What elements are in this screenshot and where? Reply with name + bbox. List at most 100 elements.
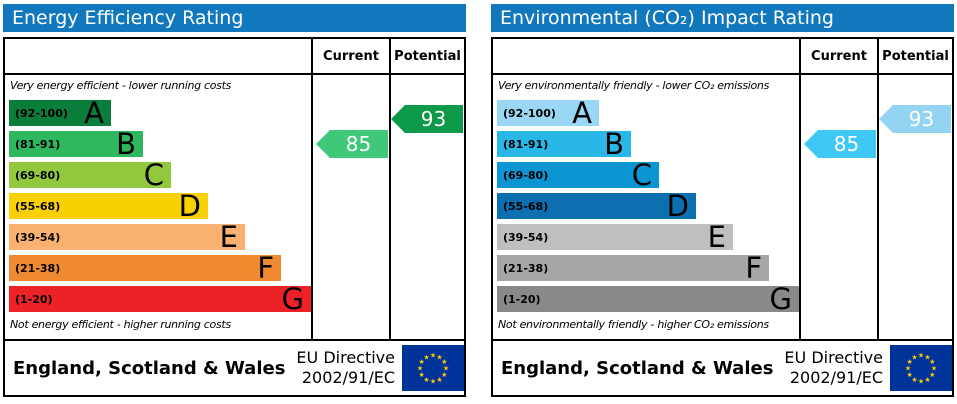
bottom-caption: Not environmentally friendly - higher CO…	[498, 318, 769, 331]
bottom-caption: Not energy efficient - higher running co…	[10, 318, 231, 331]
svg-text:★: ★	[423, 376, 429, 384]
svg-text:★: ★	[443, 365, 449, 373]
panel-title: Energy Efficiency Rating	[3, 4, 466, 32]
top-caption: Very environmentally friendly - lower CO…	[498, 79, 770, 92]
chart-area: Very environmentally friendly - lower CO…	[493, 75, 952, 339]
rating-table: Current Potential Very environmentally f…	[491, 37, 954, 397]
band-row-a: (92-100) A	[9, 96, 111, 130]
current-rating-arrow: 85	[316, 130, 388, 158]
band-range: (69-80)	[15, 168, 61, 182]
band-letter: C	[143, 158, 164, 192]
band-scale: Very energy efficient - lower running co…	[5, 75, 311, 339]
svg-text:★: ★	[436, 376, 442, 384]
svg-text:★: ★	[441, 358, 447, 366]
svg-text:★: ★	[419, 358, 425, 366]
region-label: England, Scotland & Wales	[501, 357, 774, 379]
potential-rating-value: 93	[908, 107, 935, 131]
band-row-g: (1-20) G	[9, 285, 311, 314]
band-letter: F	[745, 251, 762, 285]
region-label: England, Scotland & Wales	[13, 357, 286, 379]
band-letter: E	[707, 220, 726, 254]
band-range: (81-91)	[15, 137, 61, 151]
eu-flag-icon: ★ ★ ★ ★ ★ ★ ★ ★ ★ ★ ★ ★	[402, 345, 464, 391]
band-range: (21-38)	[15, 261, 61, 275]
band-row-e: (39-54) E	[497, 220, 733, 254]
band-range: (55-68)	[503, 199, 549, 213]
svg-text:★: ★	[911, 353, 917, 361]
band-letter: C	[631, 158, 652, 192]
potential-column-header: Potential	[389, 39, 464, 73]
band-letter: B	[116, 127, 136, 161]
band-row-e: (39-54) E	[9, 220, 245, 254]
current-column-header: Current	[311, 39, 389, 73]
environmental-impact-panel: Environmental (CO₂) Impact Rating Curren…	[491, 4, 954, 397]
potential-rating-arrow: 93	[879, 105, 951, 133]
band-range: (92-100)	[503, 106, 556, 120]
current-rating-value: 85	[345, 132, 372, 156]
eu-directive-line1: EU Directive	[784, 348, 883, 367]
band-row-f: (21-38) F	[9, 251, 281, 285]
band-row-c: (69-80) C	[497, 158, 659, 192]
energy-efficiency-panel: Energy Efficiency Rating Current Potenti…	[3, 4, 466, 397]
band-range: (1-20)	[503, 292, 541, 306]
band-letter: D	[666, 189, 689, 223]
band-row-d: (55-68) D	[9, 189, 208, 223]
band-row-d: (55-68) D	[497, 189, 696, 223]
svg-text:★: ★	[417, 365, 423, 373]
band-row-c: (69-80) C	[9, 158, 171, 192]
band-scale: Very environmentally friendly - lower CO…	[493, 75, 799, 339]
svg-text:★: ★	[929, 371, 935, 379]
band-row-f: (21-38) F	[497, 251, 769, 285]
svg-text:★: ★	[423, 353, 429, 361]
current-rating-arrow: 85	[804, 130, 876, 158]
band-letter: G	[769, 282, 792, 316]
band-range: (39-54)	[15, 230, 61, 244]
potential-column-header: Potential	[877, 39, 952, 73]
band-row-g: (1-20) G	[497, 282, 799, 316]
top-caption: Very energy efficient - lower running co…	[10, 79, 232, 92]
eu-directive-line1: EU Directive	[296, 348, 395, 367]
panel-title: Environmental (CO₂) Impact Rating	[491, 4, 954, 32]
band-range: (92-100)	[15, 106, 68, 120]
band-letter: D	[178, 189, 201, 223]
band-letter: B	[604, 127, 624, 161]
svg-text:★: ★	[907, 371, 913, 379]
band-range: (81-91)	[503, 137, 549, 151]
rating-table: Current Potential Very energy efficient …	[3, 37, 466, 397]
svg-text:★: ★	[430, 378, 436, 386]
svg-text:★: ★	[436, 353, 442, 361]
band-letter: E	[219, 220, 238, 254]
svg-text:★: ★	[419, 371, 425, 379]
header-spacer	[493, 39, 799, 73]
svg-text:★: ★	[924, 353, 930, 361]
current-column: 85	[799, 75, 877, 339]
table-footer-row: England, Scotland & Wales EU Directive 2…	[5, 339, 464, 395]
band-range: (69-80)	[503, 168, 549, 182]
potential-column: 93	[389, 75, 464, 339]
band-letter: A	[84, 96, 104, 130]
chart-area: Very energy efficient - lower running co…	[5, 75, 464, 339]
band-row-a: (92-100) A	[497, 96, 599, 130]
band-letter: F	[257, 251, 274, 285]
svg-text:★: ★	[918, 378, 924, 386]
band-range: (21-38)	[503, 261, 549, 275]
band-row-b: (81-91) B	[497, 127, 631, 161]
svg-text:★: ★	[911, 376, 917, 384]
svg-text:★: ★	[929, 358, 935, 366]
current-column-header: Current	[799, 39, 877, 73]
svg-text:★: ★	[905, 365, 911, 373]
potential-rating-value: 93	[420, 107, 447, 131]
svg-text:★: ★	[931, 365, 937, 373]
band-range: (39-54)	[503, 230, 549, 244]
table-footer-row: England, Scotland & Wales EU Directive 2…	[493, 339, 952, 395]
svg-text:★: ★	[924, 376, 930, 384]
potential-column: 93	[877, 75, 952, 339]
eu-directive-line2: 2002/91/EC	[789, 368, 883, 387]
eu-flag-icon: ★ ★ ★ ★ ★ ★ ★ ★ ★ ★ ★ ★	[890, 345, 952, 391]
eu-directive-line2: 2002/91/EC	[301, 368, 395, 387]
potential-rating-arrow: 93	[391, 105, 463, 133]
current-column: 85	[311, 75, 389, 339]
band-range: (1-20)	[15, 292, 53, 306]
band-letter: A	[572, 96, 592, 130]
